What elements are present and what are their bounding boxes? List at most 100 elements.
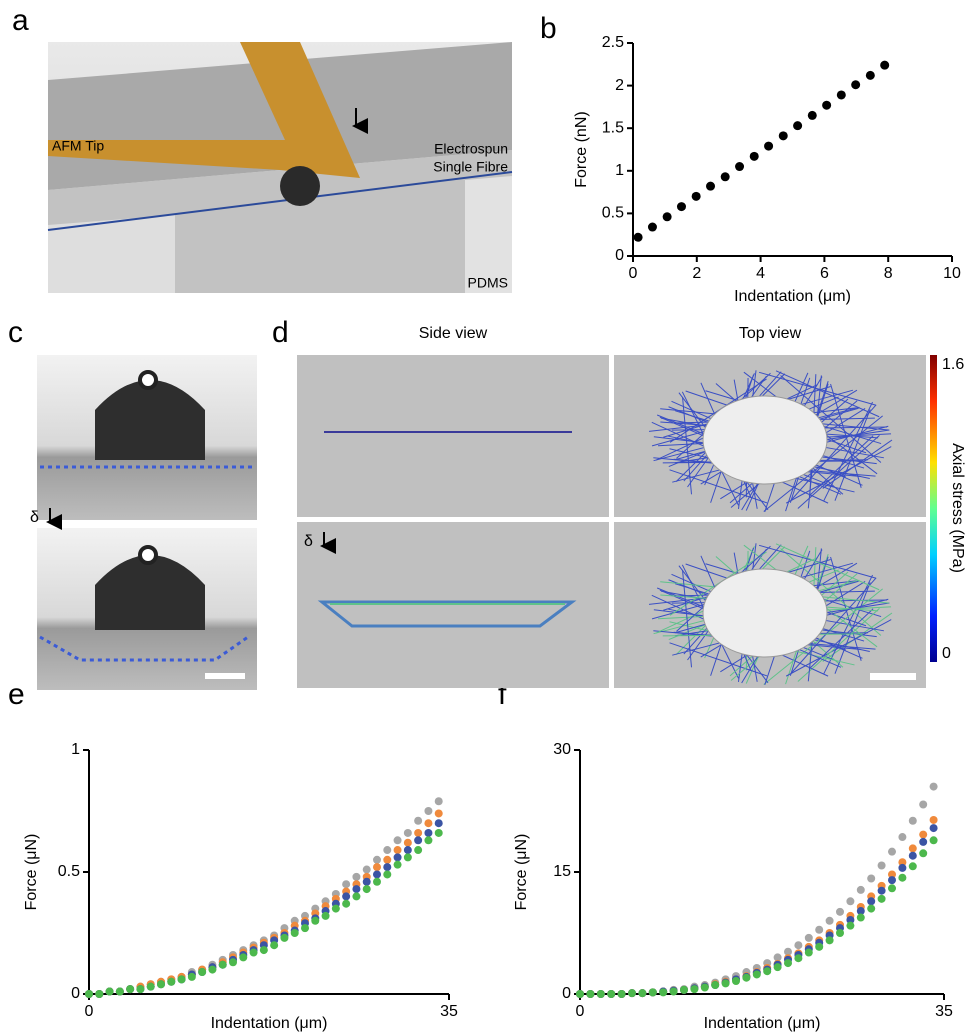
figure: a b c d e f AFM Tip Electrospun Single F… xyxy=(0,0,971,1034)
data-point xyxy=(85,990,93,998)
delta-label: δ xyxy=(30,509,39,526)
data-point xyxy=(909,852,917,860)
y-tick-label: 0 xyxy=(562,985,571,1002)
panel-label: c xyxy=(8,316,23,349)
data-point xyxy=(373,878,381,886)
data-point xyxy=(586,990,594,998)
data-point xyxy=(919,831,927,839)
data-point xyxy=(722,979,730,987)
panel-label: b xyxy=(540,12,557,45)
data-point xyxy=(383,856,391,864)
y-tick-label: 0.5 xyxy=(602,205,624,222)
data-point xyxy=(701,983,709,991)
data-point xyxy=(373,863,381,871)
data-point xyxy=(229,958,237,966)
x-tick-label: 0 xyxy=(629,265,638,282)
x-tick-label: 6 xyxy=(820,265,829,282)
x-axis-title: Indentation (μm) xyxy=(704,1015,821,1032)
data-point xyxy=(342,880,350,888)
x-tick-label: 35 xyxy=(935,1003,953,1020)
data-point xyxy=(846,922,854,930)
delta-label: δ xyxy=(304,533,313,550)
scale-bar xyxy=(205,673,245,679)
data-point xyxy=(95,990,103,998)
data-point xyxy=(867,905,875,913)
sphere xyxy=(140,372,156,388)
data-point xyxy=(670,988,678,996)
data-point xyxy=(373,856,381,864)
photo-top xyxy=(37,355,257,520)
data-point xyxy=(363,878,371,886)
scale-bar xyxy=(870,673,916,680)
data-point xyxy=(735,162,744,171)
data-point xyxy=(826,917,834,925)
data-point xyxy=(270,941,278,949)
colorbar-tick-label: 1.6 xyxy=(942,356,964,373)
data-point xyxy=(638,989,646,997)
x-tick-label: 10 xyxy=(943,265,961,282)
data-point xyxy=(383,870,391,878)
data-point xyxy=(677,202,686,211)
data-point xyxy=(888,848,896,856)
data-point xyxy=(909,817,917,825)
disc xyxy=(703,396,827,484)
view-title: Top view xyxy=(739,325,802,342)
data-point xyxy=(136,985,144,993)
y-tick-label: 30 xyxy=(553,741,571,758)
data-point xyxy=(394,853,402,861)
data-point xyxy=(352,892,360,900)
data-point xyxy=(750,152,759,161)
data-point xyxy=(239,953,247,961)
data-point xyxy=(706,182,715,191)
fibre-label: Single Fibre xyxy=(433,159,508,175)
data-point xyxy=(721,172,730,181)
x-tick-label: 8 xyxy=(884,265,893,282)
data-point xyxy=(424,807,432,815)
data-point xyxy=(424,819,432,827)
afm-render: AFM Tip Electrospun Single Fibre PDMS xyxy=(48,42,512,293)
data-point xyxy=(435,809,443,817)
data-point xyxy=(363,885,371,893)
data-point xyxy=(732,977,740,985)
data-point xyxy=(753,970,761,978)
data-point xyxy=(342,900,350,908)
data-point xyxy=(680,986,688,994)
disc xyxy=(703,569,827,657)
data-point xyxy=(690,985,698,993)
x-tick-label: 0 xyxy=(576,1003,585,1020)
data-point xyxy=(808,111,817,120)
data-point xyxy=(126,985,134,993)
data-point xyxy=(846,897,854,905)
data-point xyxy=(291,929,299,937)
data-point xyxy=(763,967,771,975)
tip-label: AFM Tip xyxy=(52,138,104,154)
data-point xyxy=(878,895,886,903)
data-point xyxy=(919,800,927,808)
data-point xyxy=(414,817,422,825)
panel-label: a xyxy=(12,4,29,37)
data-point xyxy=(851,80,860,89)
data-point xyxy=(692,192,701,201)
data-point xyxy=(930,816,938,824)
data-point xyxy=(301,924,309,932)
data-point xyxy=(607,990,615,998)
x-tick-label: 0 xyxy=(85,1003,94,1020)
x-tick-label: 35 xyxy=(440,1003,458,1020)
data-point xyxy=(167,978,175,986)
data-point xyxy=(394,846,402,854)
y-axis-title: Force (μN) xyxy=(23,834,40,911)
data-point xyxy=(805,949,813,957)
x-axis-title: Indentation (μm) xyxy=(211,1015,328,1032)
data-point xyxy=(404,839,412,847)
data-point xyxy=(198,968,206,976)
data-point xyxy=(373,870,381,878)
data-point xyxy=(909,862,917,870)
data-point xyxy=(784,959,792,967)
y-tick-label: 0.5 xyxy=(58,863,80,880)
y-tick-label: 2.5 xyxy=(602,34,624,51)
data-point xyxy=(178,975,186,983)
data-point xyxy=(822,101,831,110)
data-point xyxy=(867,897,875,905)
data-point xyxy=(779,131,788,140)
data-point xyxy=(794,941,802,949)
